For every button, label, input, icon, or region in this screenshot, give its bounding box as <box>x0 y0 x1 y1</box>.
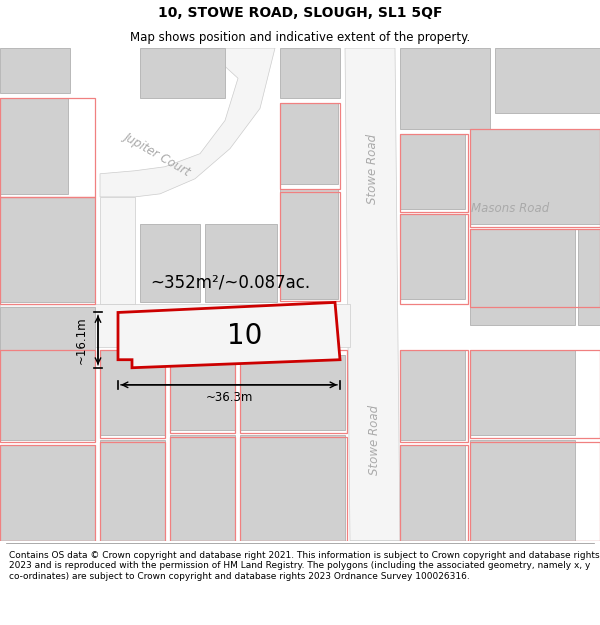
Text: Map shows position and indicative extent of the property.: Map shows position and indicative extent… <box>130 31 470 44</box>
Bar <box>400 214 465 299</box>
Bar <box>140 48 225 98</box>
Bar <box>400 134 465 209</box>
Bar <box>0 308 95 403</box>
Text: Masons Road: Masons Road <box>471 202 549 216</box>
Bar <box>495 48 600 114</box>
Bar <box>400 349 465 440</box>
Bar <box>170 349 235 430</box>
Bar <box>100 349 165 435</box>
Bar <box>400 48 490 129</box>
Bar <box>205 224 277 302</box>
Text: ~36.3m: ~36.3m <box>205 391 253 404</box>
Text: Stowe Road: Stowe Road <box>368 405 382 475</box>
Bar <box>280 48 340 98</box>
Bar <box>400 445 465 541</box>
Bar <box>280 103 338 184</box>
Bar <box>470 440 575 541</box>
Text: 10: 10 <box>227 322 263 349</box>
Text: ~352m²/~0.087ac.: ~352m²/~0.087ac. <box>150 273 310 291</box>
Polygon shape <box>118 302 340 368</box>
Polygon shape <box>100 48 275 197</box>
Bar <box>140 224 200 302</box>
Bar <box>100 440 165 541</box>
Bar <box>470 129 600 224</box>
Bar <box>0 48 70 93</box>
Bar <box>280 189 338 299</box>
Bar <box>240 354 345 430</box>
Polygon shape <box>345 48 400 541</box>
Bar <box>470 349 575 435</box>
Polygon shape <box>0 304 350 347</box>
Bar <box>0 349 95 440</box>
Bar <box>0 98 68 194</box>
Text: Jupiter Court: Jupiter Court <box>122 129 194 178</box>
Bar <box>578 229 600 324</box>
Bar <box>0 197 95 302</box>
Text: ~16.1m: ~16.1m <box>74 316 88 364</box>
Text: Contains OS data © Crown copyright and database right 2021. This information is : Contains OS data © Crown copyright and d… <box>9 551 599 581</box>
Bar <box>0 445 95 541</box>
Bar <box>170 435 235 541</box>
Bar <box>240 435 345 541</box>
Bar <box>470 229 575 324</box>
Text: 10, STOWE ROAD, SLOUGH, SL1 5QF: 10, STOWE ROAD, SLOUGH, SL1 5QF <box>158 6 442 20</box>
Text: Stowe Road: Stowe Road <box>365 134 379 204</box>
Polygon shape <box>100 197 135 304</box>
